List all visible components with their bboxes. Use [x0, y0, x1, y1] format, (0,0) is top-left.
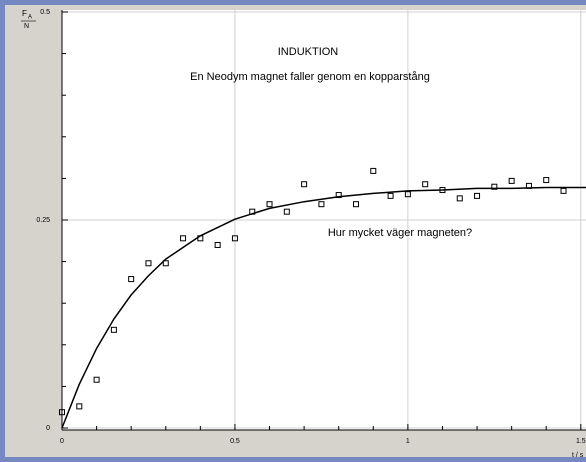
data-point: [214, 241, 221, 248]
data-point: [76, 403, 83, 410]
data-point: [387, 192, 394, 199]
data-point: [318, 201, 325, 208]
y-tick-label: 0.25: [36, 217, 50, 224]
y-tick-label: 0: [46, 425, 50, 432]
data-point: [145, 260, 152, 267]
fit-curve: [61, 186, 586, 429]
data-point: [508, 177, 515, 184]
data-point: [59, 409, 65, 416]
chart-subtitle: En Neodym magnet faller genom en koppars…: [190, 71, 430, 83]
data-point: [543, 177, 550, 184]
annotation: Hur mycket väger magneten?: [328, 227, 472, 239]
data-point: [456, 195, 463, 202]
data-point: [283, 208, 290, 215]
data-point: [93, 376, 100, 383]
y-label-unit: N: [24, 23, 29, 30]
data-point: [335, 192, 342, 199]
x-tick-label: 1: [406, 438, 410, 445]
data-point: [560, 187, 567, 194]
data-point: [352, 201, 359, 208]
x-tick-label: 1.5: [576, 438, 586, 445]
data-point: [404, 191, 411, 198]
data-point: [491, 183, 498, 190]
data-point: [422, 181, 429, 188]
y-label-symbol: F: [22, 9, 27, 18]
x-label: t / s: [572, 452, 584, 459]
data-point: [231, 235, 238, 242]
x-tick-label: 0: [60, 438, 64, 445]
data-point: [128, 276, 135, 283]
data-point: [180, 235, 187, 242]
data-point: [266, 201, 273, 208]
data-point: [162, 260, 169, 267]
data-point: [110, 326, 117, 333]
data-point: [474, 192, 481, 199]
chart-title: INDUKTION: [278, 46, 339, 58]
data-point: [370, 167, 377, 174]
y-label-subscript: A: [28, 15, 32, 21]
x-tick-label: 0.5: [230, 438, 240, 445]
data-point: [301, 181, 308, 188]
y-tick-label: 0.5: [40, 9, 50, 16]
